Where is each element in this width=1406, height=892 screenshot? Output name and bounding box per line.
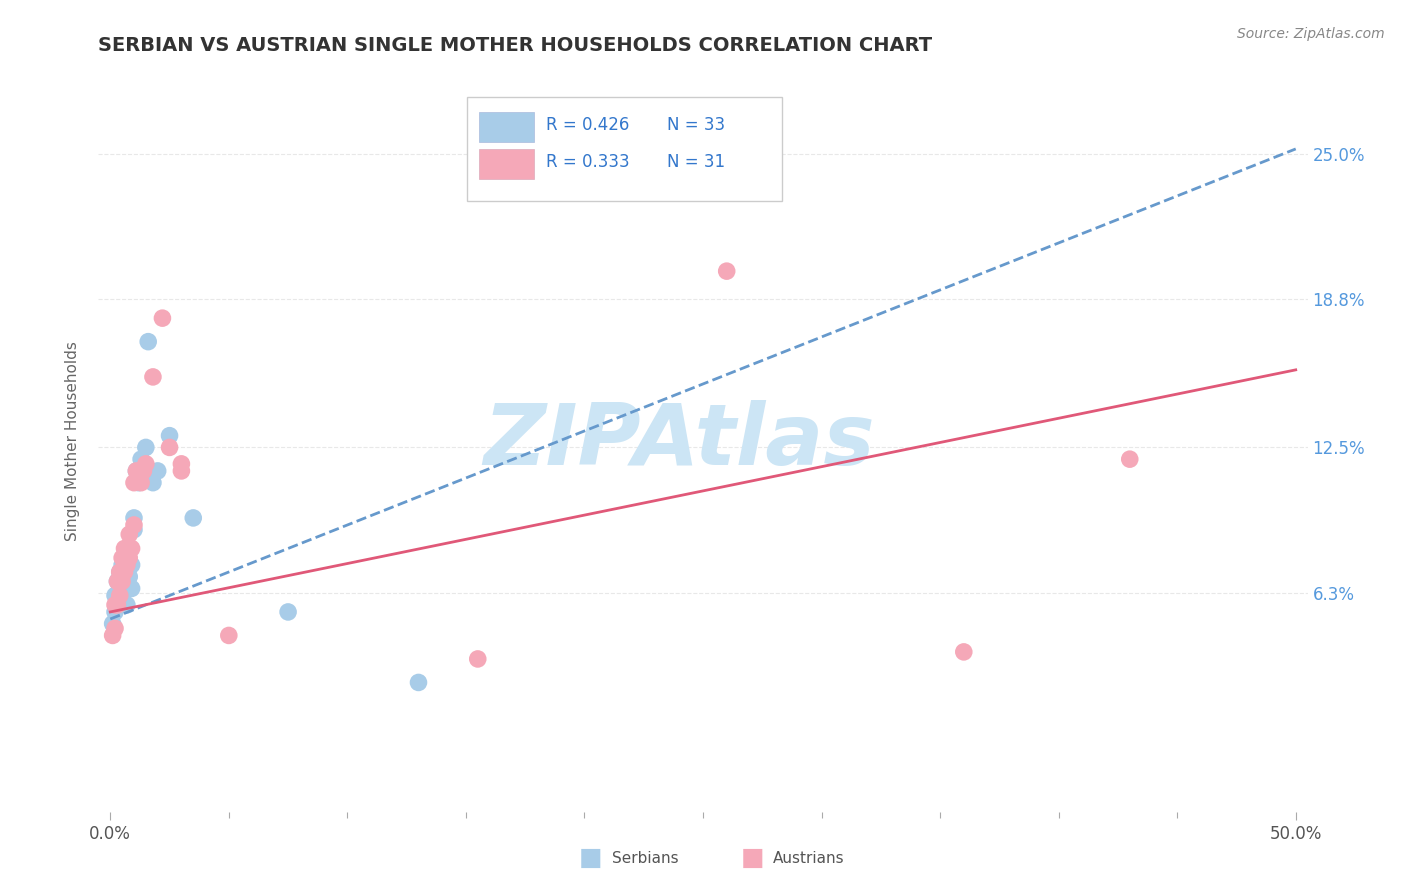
- Point: [129, 452, 152, 467]
- Text: R = 0.333: R = 0.333: [546, 153, 630, 171]
- Point: [101, 628, 124, 642]
- Point: [1119, 452, 1142, 467]
- Text: Austrians: Austrians: [773, 851, 845, 865]
- Point: [467, 652, 489, 666]
- Point: [136, 334, 159, 349]
- Point: [118, 527, 141, 541]
- Point: [135, 457, 157, 471]
- Point: [408, 675, 430, 690]
- Point: [108, 582, 131, 596]
- Y-axis label: Single Mother Households: Single Mother Households: [65, 342, 80, 541]
- Point: [114, 574, 136, 589]
- Point: [114, 565, 136, 579]
- Point: [114, 541, 136, 556]
- Point: [142, 370, 165, 384]
- Text: N = 33: N = 33: [666, 117, 725, 135]
- Point: [118, 541, 141, 556]
- Point: [122, 523, 145, 537]
- Point: [170, 464, 193, 478]
- Point: [111, 574, 134, 589]
- Point: [115, 582, 138, 596]
- Point: [105, 598, 128, 612]
- Point: [142, 475, 165, 490]
- Point: [716, 264, 738, 278]
- Point: [122, 475, 145, 490]
- Point: [118, 550, 141, 565]
- Point: [218, 628, 240, 642]
- Point: [111, 558, 134, 572]
- Point: [146, 464, 169, 478]
- Point: [181, 511, 204, 525]
- Point: [104, 598, 127, 612]
- Point: [115, 598, 138, 612]
- Point: [115, 558, 138, 572]
- Point: [122, 511, 145, 525]
- Point: [129, 475, 152, 490]
- Point: [121, 558, 143, 572]
- Point: [111, 570, 134, 584]
- Point: [105, 574, 128, 589]
- Point: [111, 550, 134, 565]
- Point: [105, 574, 128, 589]
- Text: SERBIAN VS AUSTRIAN SINGLE MOTHER HOUSEHOLDS CORRELATION CHART: SERBIAN VS AUSTRIAN SINGLE MOTHER HOUSEH…: [98, 36, 932, 54]
- Text: R = 0.426: R = 0.426: [546, 117, 628, 135]
- Point: [135, 441, 157, 455]
- FancyBboxPatch shape: [467, 97, 782, 201]
- Point: [111, 593, 134, 607]
- Text: Source: ZipAtlas.com: Source: ZipAtlas.com: [1237, 27, 1385, 41]
- Point: [105, 598, 128, 612]
- Point: [104, 589, 127, 603]
- Point: [122, 518, 145, 533]
- Point: [108, 565, 131, 579]
- Point: [108, 589, 131, 603]
- FancyBboxPatch shape: [479, 149, 534, 178]
- Point: [104, 621, 127, 635]
- Point: [118, 570, 141, 584]
- Point: [125, 464, 148, 478]
- Point: [132, 464, 155, 478]
- Point: [105, 593, 128, 607]
- Point: [104, 605, 127, 619]
- Point: [121, 541, 143, 556]
- Point: [159, 441, 181, 455]
- Point: [108, 565, 131, 579]
- Point: [121, 582, 143, 596]
- Point: [125, 464, 148, 478]
- Text: N = 31: N = 31: [666, 153, 725, 171]
- Text: ■: ■: [741, 847, 763, 870]
- Point: [952, 645, 974, 659]
- Point: [170, 457, 193, 471]
- Text: ■: ■: [579, 847, 602, 870]
- Point: [159, 428, 181, 442]
- Point: [101, 616, 124, 631]
- Point: [152, 311, 174, 326]
- Text: ZIPAtlas: ZIPAtlas: [484, 400, 875, 483]
- Point: [114, 550, 136, 565]
- Point: [277, 605, 299, 619]
- Point: [128, 475, 150, 490]
- Text: Serbians: Serbians: [612, 851, 678, 865]
- FancyBboxPatch shape: [479, 112, 534, 142]
- Point: [115, 546, 138, 560]
